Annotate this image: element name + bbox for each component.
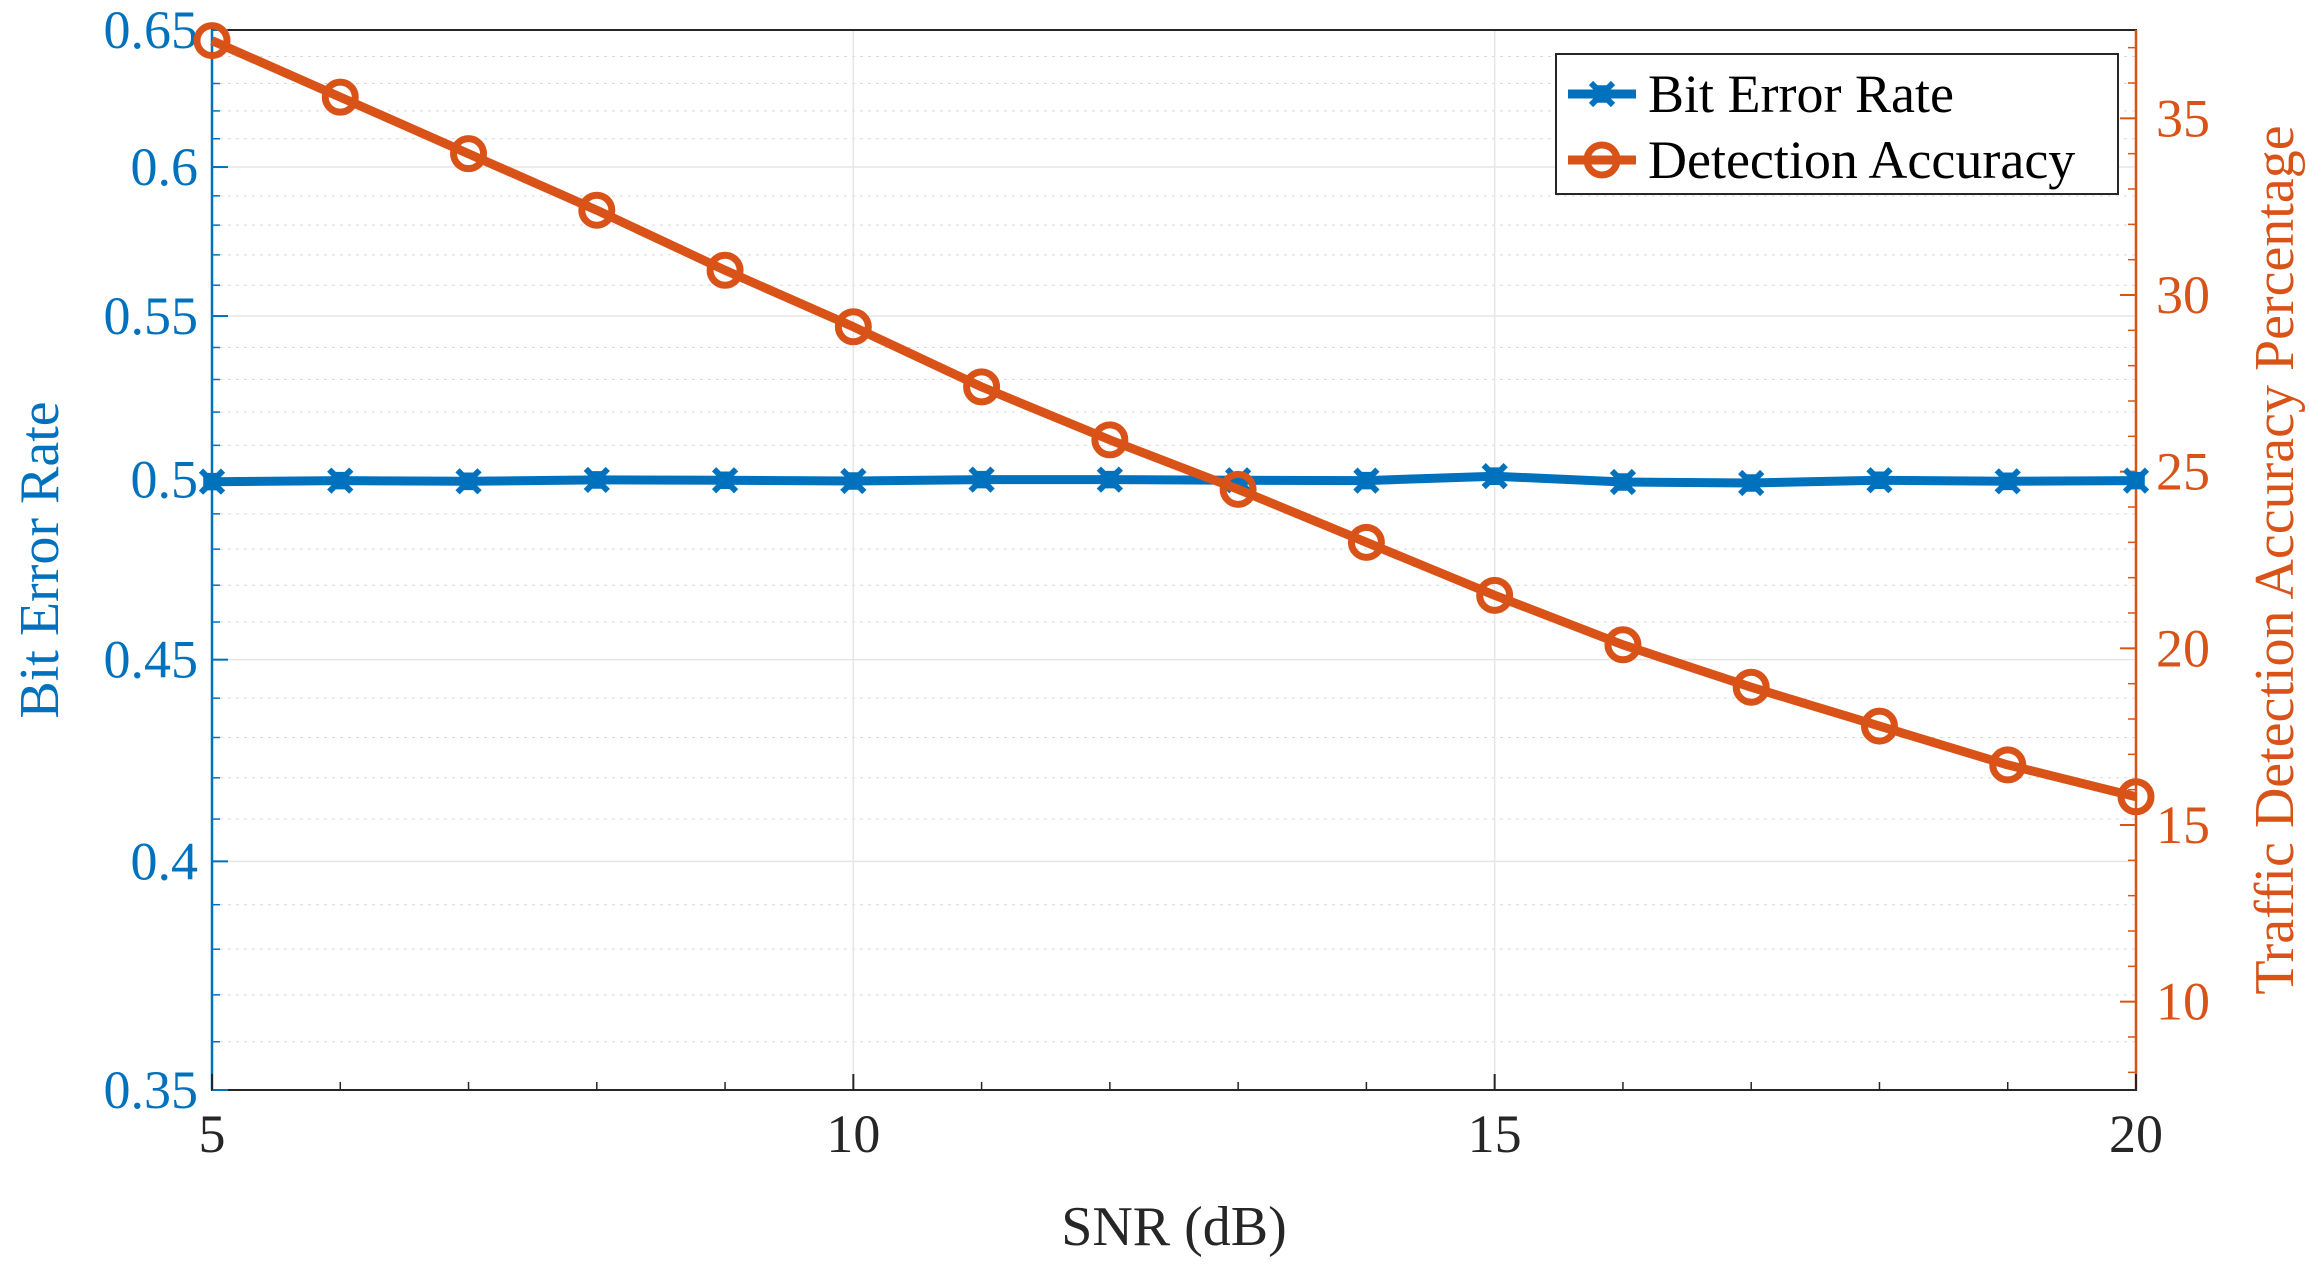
data-point — [1609, 468, 1637, 496]
data-point — [327, 467, 354, 494]
x-tick-label: 20 — [2109, 1104, 2163, 1164]
data-point — [968, 466, 995, 493]
right-tick-label: 35 — [2156, 88, 2210, 148]
data-point — [455, 468, 482, 495]
right-tick-label: 10 — [2156, 972, 2210, 1032]
right-tick-label: 15 — [2156, 795, 2210, 855]
left-tick-label: 0.65 — [104, 0, 199, 60]
marker-cross — [1353, 467, 1380, 494]
data-point — [450, 135, 488, 173]
left-y-axis-label: Bit Error Rate — [9, 401, 71, 718]
x-tick-label: 15 — [1468, 1104, 1522, 1164]
data-point — [578, 191, 616, 229]
data-point — [834, 308, 872, 346]
right-tick-label: 25 — [2156, 442, 2210, 502]
left-tick-label: 0.6 — [131, 137, 199, 197]
x-axis: 5 10 15 20 — [199, 1074, 2163, 1164]
left-tick-label: 0.35 — [104, 1060, 199, 1120]
marker-cross — [711, 467, 739, 494]
data-point — [840, 467, 867, 495]
marker-cross — [1866, 467, 1893, 494]
data-point — [1989, 746, 2027, 784]
marker-cross — [583, 466, 610, 494]
data-point — [1738, 469, 1765, 497]
data-point — [1219, 470, 1257, 508]
data-point — [2122, 467, 2150, 494]
data-point — [1476, 576, 1514, 614]
right-tick-label: 20 — [2156, 618, 2210, 678]
data-point — [1604, 626, 1642, 664]
legend-entry-bit-error-rate: Bit Error Rate — [1568, 64, 1954, 124]
right-y-axis: 10 15 20 25 30 35 — [2120, 30, 2210, 1090]
legend-label: Bit Error Rate — [1648, 64, 1954, 124]
left-tick-label: 0.45 — [104, 630, 199, 690]
marker-cross — [198, 468, 226, 495]
legend-label: Detection Accuracy — [1648, 130, 2075, 190]
marker-cross — [1588, 80, 1616, 108]
right-y-axis-label: Traffic Detection Accuracy Percentage — [2244, 125, 2306, 994]
legend: Bit Error Rate Detection Accuracy — [1555, 53, 2119, 195]
marker-cross — [2122, 467, 2150, 494]
legend-entry-detection-accuracy: Detection Accuracy — [1568, 130, 2075, 190]
series-1 — [193, 22, 2155, 816]
data-point — [1732, 668, 1770, 706]
x-axis-label: SNR (dB) — [1061, 1196, 1287, 1258]
marker-cross — [1738, 469, 1765, 497]
data-point — [1096, 466, 1123, 493]
data-point — [1866, 467, 1893, 494]
x-tick-label: 5 — [199, 1104, 226, 1164]
data-point — [321, 78, 359, 116]
series-layer — [193, 22, 2155, 816]
marker-cross — [840, 467, 867, 495]
left-tick-label: 0.5 — [131, 449, 199, 509]
data-point — [193, 22, 231, 60]
marker-cross — [455, 468, 482, 495]
left-y-axis: 0.35 0.4 0.45 0.5 0.55 0.6 0.65 — [104, 0, 228, 1120]
data-point — [963, 368, 1001, 406]
data-point — [198, 468, 226, 495]
legend-box — [1555, 53, 2119, 195]
marker-cross — [1994, 468, 2021, 495]
data-point — [1353, 467, 1380, 494]
marker-cross — [1481, 463, 1508, 490]
data-point — [711, 467, 739, 494]
data-point — [706, 251, 744, 289]
data-point — [2117, 778, 2155, 816]
data-point — [1994, 468, 2021, 495]
x-tick-label: 10 — [826, 1104, 880, 1164]
marker-cross — [1609, 468, 1637, 496]
series-0 — [198, 463, 2150, 497]
data-point — [1091, 421, 1129, 459]
marker-cross — [327, 467, 354, 494]
series-line — [211, 471, 2137, 488]
data-point — [1347, 523, 1385, 561]
marker-cross — [1096, 466, 1123, 493]
left-tick-label: 0.55 — [104, 286, 199, 346]
left-tick-label: 0.4 — [131, 831, 199, 891]
right-tick-label: 30 — [2156, 265, 2210, 325]
data-point — [1860, 707, 1898, 745]
legend-marker — [1588, 80, 1616, 108]
legend-marker — [1583, 141, 1621, 179]
data-point — [583, 466, 610, 494]
marker-cross — [968, 466, 995, 493]
series-line — [210, 36, 2138, 802]
data-point — [1481, 463, 1508, 490]
